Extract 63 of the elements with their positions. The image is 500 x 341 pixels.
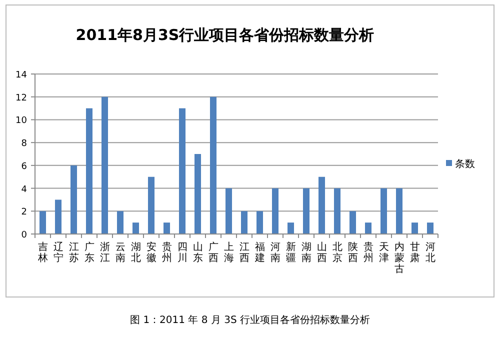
x-tick-label: 陕西	[348, 241, 358, 264]
bar	[210, 96, 217, 234]
bar	[132, 222, 140, 234]
bar	[272, 188, 279, 234]
bar	[116, 211, 124, 234]
x-tick-label: 甘肃	[410, 241, 420, 264]
bar	[256, 211, 264, 234]
bar	[411, 222, 418, 234]
x-tick-label: 江苏	[68, 241, 79, 264]
x-tick-label: 江西	[239, 241, 250, 264]
x-tick-label: 湖北	[130, 241, 141, 264]
bar	[334, 188, 341, 234]
x-tick-label: 广西	[208, 241, 218, 264]
bar	[396, 188, 403, 234]
x-tick-label: 广东	[84, 241, 94, 264]
y-tick-label: 14	[16, 70, 28, 80]
chart-title: 2011年8月3S行业项目各省份招标数量分析	[76, 26, 374, 44]
x-tick-label: 吉林	[36, 241, 48, 264]
bar	[318, 176, 326, 234]
x-tick-label: 山西	[316, 241, 327, 264]
x-tick-label: 云南	[115, 242, 126, 264]
bar	[240, 211, 248, 234]
x-tick-label: 贵州	[162, 241, 172, 264]
bar	[70, 165, 78, 234]
x-tick-label: 北京	[332, 241, 342, 264]
x-tick-label: 贵州	[363, 241, 374, 264]
x-tick-label: 河北	[425, 241, 436, 264]
y-tick-label: 0	[21, 230, 28, 240]
x-tick-label: 湖南	[301, 241, 312, 264]
bar	[302, 188, 310, 234]
y-tick-label: 12	[16, 93, 27, 104]
bar	[39, 211, 46, 234]
y-tick-label: 10	[16, 116, 28, 126]
x-tick-label: 四川	[177, 242, 188, 264]
legend-label: 条数	[455, 158, 475, 170]
y-tick-label: 2	[21, 208, 27, 218]
x-tick-label: 安徽	[146, 241, 156, 264]
x-tick-label: 山东	[192, 241, 203, 264]
x-tick-label: 福建	[254, 241, 265, 264]
bar	[163, 222, 170, 234]
bar	[194, 154, 202, 234]
bar	[349, 211, 356, 234]
bar	[148, 176, 155, 234]
x-tick-label: 辽宁	[53, 241, 64, 264]
bar	[101, 96, 108, 234]
bar	[54, 200, 62, 234]
bar	[426, 222, 434, 234]
y-tick-label: 4	[21, 184, 28, 195]
caption: 图 1：2011 年 8 月 3S 行业项目各省份招标数量分析	[130, 314, 370, 326]
bar	[287, 222, 294, 234]
y-tick-label: 8	[21, 139, 28, 150]
bar	[225, 188, 232, 234]
bar	[86, 108, 93, 234]
x-tick-label: 新疆	[286, 241, 296, 264]
x-tick-label: 河南	[270, 241, 280, 264]
x-tick-label: 天津	[378, 242, 389, 264]
x-tick-label: 内蒙古	[394, 241, 404, 275]
y-tick-label: 6	[21, 162, 28, 172]
bar	[178, 108, 186, 234]
x-tick-label: 浙江	[100, 241, 110, 264]
bar	[364, 222, 372, 234]
x-tick-label: 上海	[224, 241, 234, 264]
bar	[380, 188, 388, 234]
